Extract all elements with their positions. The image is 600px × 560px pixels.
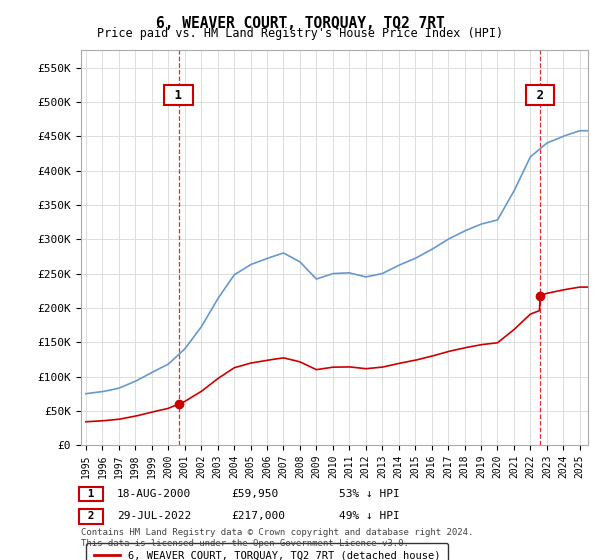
Text: £59,950: £59,950 xyxy=(231,489,278,499)
Text: 53% ↓ HPI: 53% ↓ HPI xyxy=(339,489,400,499)
Text: 2: 2 xyxy=(81,511,101,521)
Text: £217,000: £217,000 xyxy=(231,511,285,521)
Text: 6, WEAVER COURT, TORQUAY, TQ2 7RT: 6, WEAVER COURT, TORQUAY, TQ2 7RT xyxy=(155,16,445,31)
Text: Contains HM Land Registry data © Crown copyright and database right 2024.
This d: Contains HM Land Registry data © Crown c… xyxy=(81,528,473,548)
Legend: 6, WEAVER COURT, TORQUAY, TQ2 7RT (detached house), HPI: Average price, detached: 6, WEAVER COURT, TORQUAY, TQ2 7RT (detac… xyxy=(86,543,448,560)
Text: 1: 1 xyxy=(167,88,190,101)
Text: 2: 2 xyxy=(529,88,551,101)
Text: 18-AUG-2000: 18-AUG-2000 xyxy=(117,489,191,499)
Text: 49% ↓ HPI: 49% ↓ HPI xyxy=(339,511,400,521)
Text: 29-JUL-2022: 29-JUL-2022 xyxy=(117,511,191,521)
Text: 1: 1 xyxy=(81,489,101,499)
Text: Price paid vs. HM Land Registry's House Price Index (HPI): Price paid vs. HM Land Registry's House … xyxy=(97,27,503,40)
